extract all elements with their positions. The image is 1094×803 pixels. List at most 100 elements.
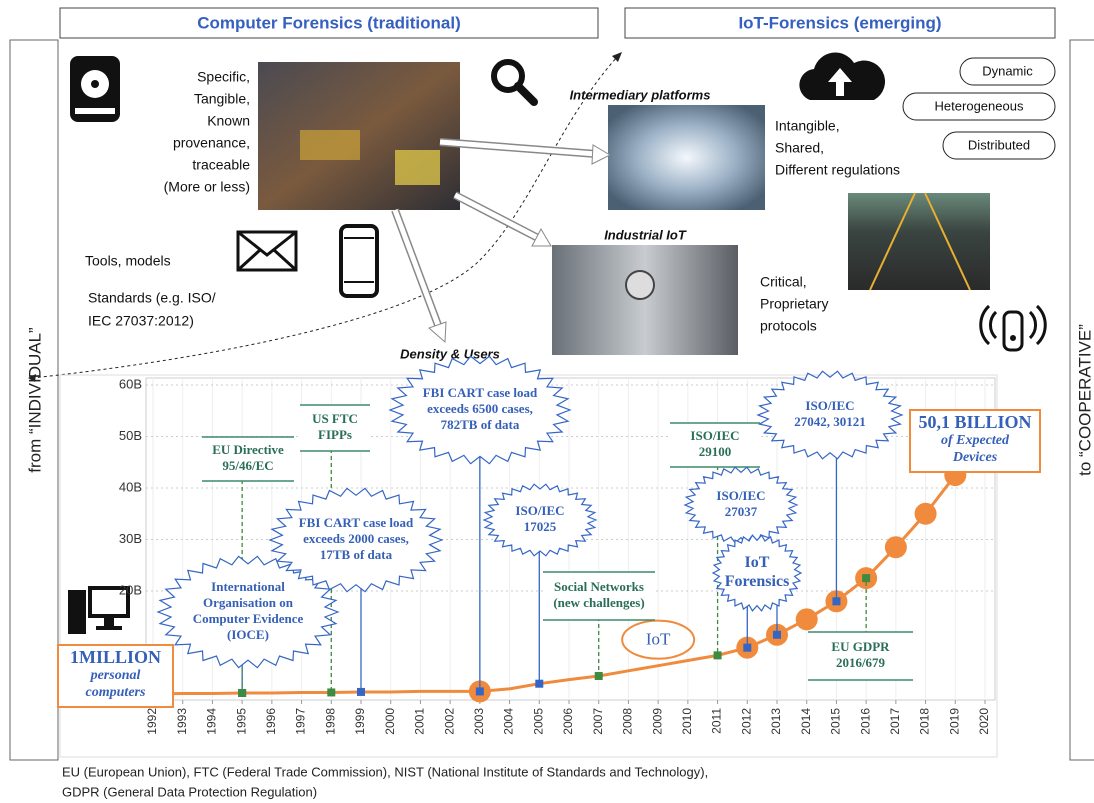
callout-text: computers [86, 685, 146, 700]
property-text: Distributed [968, 137, 1030, 152]
trait-text: Known [207, 113, 250, 129]
data-point [885, 536, 907, 558]
annotation-text: 782TB of data [441, 417, 520, 432]
x-tick-label: 2000 [383, 708, 397, 735]
x-tick-label: 1994 [205, 708, 219, 735]
icon-disk [70, 56, 120, 122]
photo-traffic [848, 193, 990, 290]
footer-note: EU (European Union), FTC (Federal Trade … [62, 764, 708, 779]
x-tick-label: 2009 [650, 708, 664, 735]
x-tick-label: 2013 [769, 708, 783, 735]
era-label: IoT [646, 630, 671, 649]
y-tick-label: 40B [119, 479, 142, 494]
photo-cloud [608, 105, 765, 210]
photo-industrial [552, 245, 738, 355]
trait-text: (More or less) [164, 179, 250, 195]
y-tick-label: 30B [119, 531, 142, 546]
annotation-text: ISO/IEC [690, 428, 739, 443]
annotation-marker [832, 597, 840, 605]
annotation-text: Computer Evidence [193, 611, 304, 626]
icon-mail [238, 232, 296, 270]
x-tick-label: 2015 [829, 708, 843, 735]
chart: 1992199319941995199619971998199920002001… [58, 356, 1040, 734]
x-tick-label: 2020 [977, 708, 991, 735]
infographic: Computer Forensics (traditional) IoT-For… [0, 0, 1094, 803]
x-tick-label: 2018 [918, 708, 932, 735]
x-tick-label: 2019 [947, 708, 961, 735]
annotation-text: ISO/IEC [716, 488, 765, 503]
annotation-text: FBI CART case load [423, 385, 538, 400]
icon-cloud [799, 53, 885, 100]
annotation-text: ISO/IEC [515, 503, 564, 518]
header-title: IoT-Forensics (emerging) [738, 13, 941, 32]
annotation-text: US FTC [312, 411, 358, 426]
x-tick-label: 2012 [739, 708, 753, 735]
annotation-text: International [211, 579, 285, 594]
annotation-text: 27037 [725, 504, 758, 519]
annotation-text: ISO/IEC [805, 398, 854, 413]
trait-text: Different regulations [775, 162, 900, 178]
trait-text: Critical, [760, 274, 807, 290]
x-tick-label: 1998 [323, 708, 337, 735]
side-label: to “COOPERATIVE” [1075, 324, 1094, 476]
trait-text: traceable [192, 157, 250, 173]
x-tick-label: 1992 [145, 708, 159, 735]
annotation-text: FBI CART case load [299, 515, 414, 530]
trait-text: provenance, [173, 135, 250, 151]
callout-text: 50,1 BILLION [918, 412, 1031, 432]
section-title: Intermediary platforms [570, 87, 711, 102]
trait-text: Intangible, [775, 118, 840, 134]
photo-detail [300, 130, 360, 160]
annotation-text: 27042, 30121 [794, 414, 866, 429]
data-point [796, 608, 818, 630]
trait-text: Shared, [775, 140, 824, 156]
x-tick-label: 2010 [680, 708, 694, 735]
annotation-marker [862, 574, 870, 582]
x-tick-label: 2002 [442, 708, 456, 735]
icon-sensor [981, 306, 1046, 350]
x-tick-label: 2016 [858, 708, 872, 735]
annotation-text: exceeds 2000 cases, [303, 531, 409, 546]
trait-text: protocols [760, 318, 817, 334]
callout-text: Devices [952, 450, 998, 465]
header-title: Computer Forensics (traditional) [197, 13, 461, 32]
annotation-marker [714, 651, 722, 659]
property-text: Heterogeneous [935, 98, 1024, 113]
annotation-marker [595, 672, 603, 680]
x-tick-label: 2011 [710, 708, 724, 734]
trait-text: Proprietary [760, 296, 828, 312]
annotation-text: Organisation on [203, 595, 294, 610]
annotation-text: Social Networks [554, 579, 644, 594]
annotation-text: Forensics [725, 573, 790, 590]
annotation-text: 17025 [524, 519, 557, 534]
x-tick-label: 2003 [472, 708, 486, 735]
callout-text: 1MILLION [70, 647, 161, 667]
standards-text: IEC 27037:2012) [88, 313, 194, 329]
y-tick-label: 20B [119, 582, 142, 597]
annotation-text: 95/46/EC [222, 458, 273, 473]
x-tick-label: 1999 [353, 708, 367, 735]
annotation-marker [476, 687, 484, 695]
y-tick-label: 60B [119, 376, 142, 391]
x-tick-label: 2004 [502, 708, 516, 735]
y-tick-label: 50B [119, 428, 142, 443]
annotation-text: EU GDPR [831, 639, 890, 654]
callout-text: personal [90, 668, 141, 683]
annotation-text: FIPPs [318, 427, 352, 442]
x-tick-label: 1997 [294, 708, 308, 735]
annotation-text: (IOCE) [227, 627, 269, 642]
trait-text: Specific, [197, 69, 250, 85]
icon-search [494, 62, 534, 102]
photo-detail [626, 271, 654, 299]
annotation-text: 29100 [699, 444, 732, 459]
footer-note: GDPR (General Data Protection Regulation… [62, 784, 317, 799]
annotation-text: IoT [745, 554, 770, 571]
page: {"header": {"left": "Computer Forensics … [0, 0, 1094, 803]
annotation-marker [743, 644, 751, 652]
annotation-marker [238, 689, 246, 697]
x-tick-label: 1996 [264, 708, 278, 735]
annotation-marker [357, 688, 365, 696]
x-tick-label: 2005 [531, 708, 545, 735]
annotation-text: 2016/679 [836, 655, 886, 670]
callout-text: of Expected [941, 433, 1010, 448]
